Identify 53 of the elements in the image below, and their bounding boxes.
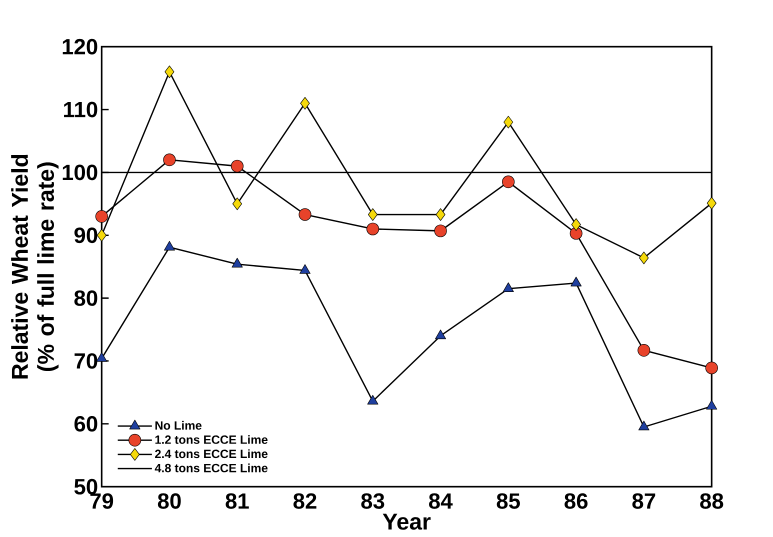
point <box>434 224 447 238</box>
point <box>705 362 718 374</box>
y-tick-label: 100 <box>62 164 98 180</box>
y-tick-label: 120 <box>62 38 98 54</box>
x-tick-label: 82 <box>293 493 316 509</box>
point <box>232 198 242 210</box>
point <box>502 282 514 292</box>
x-tick-label: 88 <box>700 493 724 509</box>
point <box>571 218 581 231</box>
x-tick-label: 80 <box>158 493 181 509</box>
point <box>570 227 582 240</box>
x-tick-label: 86 <box>564 493 588 509</box>
point <box>95 210 108 223</box>
x-tick-label: 81 <box>226 493 249 509</box>
point <box>164 66 174 78</box>
point <box>366 222 380 236</box>
point <box>638 344 650 357</box>
point <box>706 196 716 210</box>
point <box>367 394 378 405</box>
x-tick-label: 85 <box>496 493 520 509</box>
x-tick-label: 83 <box>361 493 384 509</box>
point <box>230 160 244 172</box>
y-axis-title: Relative Wheat Yield (% of full lime rate) <box>11 154 59 378</box>
point <box>96 228 106 242</box>
point <box>300 264 310 274</box>
point <box>298 208 312 221</box>
legend-label: 1.2 tons ECCE Lime <box>155 435 268 444</box>
point <box>232 258 243 268</box>
point <box>504 116 514 128</box>
point <box>164 240 175 251</box>
y-tick-label: 80 <box>74 290 98 306</box>
y-tick-label: 90 <box>74 227 98 244</box>
point <box>570 276 582 286</box>
point <box>300 96 310 110</box>
y-tick-label: 70 <box>74 353 98 369</box>
x-tick-label: 84 <box>429 493 453 509</box>
y-tick-label: 50 <box>74 478 98 494</box>
x-tick-label: 87 <box>632 493 656 509</box>
legend-label: 2.4 tons ECCE Lime <box>155 449 268 458</box>
point <box>436 208 446 221</box>
legend-label: 4.8 tons ECCE Lime <box>154 464 268 472</box>
point <box>502 176 515 188</box>
y-tick-label: 110 <box>64 102 98 118</box>
point <box>638 420 650 430</box>
point <box>163 154 176 166</box>
point <box>435 330 446 340</box>
point <box>368 208 378 221</box>
x-tick-label: 79 <box>90 493 114 509</box>
x-axis-title: Year <box>382 514 431 530</box>
point <box>706 400 718 410</box>
y-tick-label: 60 <box>74 416 98 432</box>
legend-label: No Lime <box>155 420 202 430</box>
point <box>639 252 649 264</box>
